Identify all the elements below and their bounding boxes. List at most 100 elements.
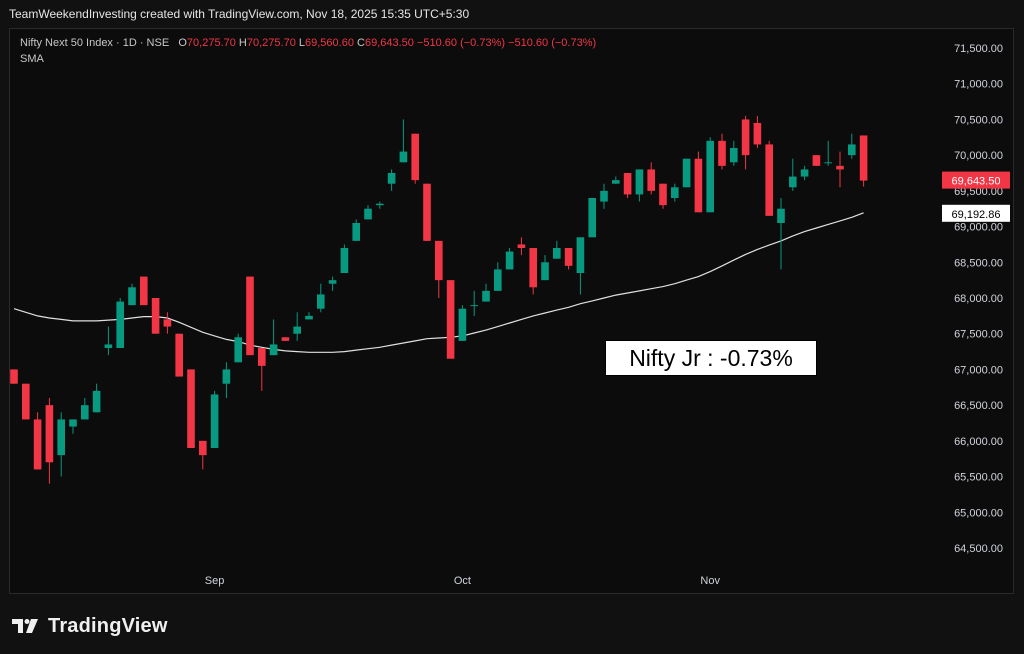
candle-body[interactable] [45,405,54,463]
y-tick-label: 69,500.00 [954,186,1003,198]
candle-body[interactable] [187,369,195,448]
y-tick-label: 66,000.00 [954,436,1003,448]
candle-body[interactable] [635,169,644,195]
tradingview-logo-icon [12,619,38,633]
chart-frame[interactable] [9,28,1014,594]
candle-body[interactable] [281,337,290,341]
candle-body[interactable] [718,140,726,166]
candle-body[interactable] [258,348,266,366]
candle-body[interactable] [234,337,242,363]
candle-body[interactable] [694,158,703,213]
candle-body[interactable] [293,326,301,334]
sma-price-label: 69,192.86 [952,209,1001,221]
low-label: L [298,37,305,49]
candle-body[interactable] [600,190,608,202]
candle-body[interactable] [623,173,632,195]
candle-body[interactable] [836,165,844,170]
candle-body[interactable] [376,203,384,206]
candle-body[interactable] [57,419,65,456]
y-tick-label: 68,000.00 [954,293,1003,305]
candle-body[interactable] [328,280,337,284]
candle-body[interactable] [612,180,620,184]
candle-body[interactable] [812,155,821,166]
y-tick-label: 69,000.00 [954,222,1003,234]
candle-body[interactable] [541,262,549,281]
y-tick-label: 66,500.00 [954,400,1003,412]
x-tick-label: Nov [700,575,720,587]
y-tick-label: 70,500.00 [954,114,1003,126]
candle-body[interactable] [706,140,714,213]
candle-body[interactable] [151,298,160,334]
candle-body[interactable] [824,162,832,164]
candle-body[interactable] [470,305,478,307]
candle-body[interactable] [364,208,372,220]
candle-body[interactable] [671,187,679,198]
candle-body[interactable] [423,183,431,241]
candle-body[interactable] [352,223,360,241]
candle-body[interactable] [753,123,762,145]
candle-body[interactable] [269,344,278,356]
candle-body[interactable] [399,151,408,163]
open-label: O [178,37,187,49]
low-value: 69,560.60 [305,37,354,49]
candle-body[interactable] [317,294,325,309]
sma-legend[interactable]: SMA [20,53,44,65]
candle-body[interactable] [730,148,738,163]
candle-body[interactable] [305,315,313,320]
y-tick-label: 67,500.00 [954,329,1003,341]
candle-body[interactable] [859,135,868,181]
annotation-box: Nifty Jr : -0.73% [605,340,817,376]
candle-body[interactable] [163,319,172,327]
candle-body[interactable] [22,383,30,420]
candle-body[interactable] [33,419,42,470]
candle-body[interactable] [647,169,655,191]
candle-body[interactable] [69,419,77,427]
candle-body[interactable] [482,290,490,302]
candle-body[interactable] [659,183,667,206]
y-tick-label: 71,500.00 [954,43,1003,55]
candle-body[interactable] [92,390,101,413]
brand-name: TradingView [48,614,168,637]
symbol-label[interactable]: Nifty Next 50 Index · 1D · NSE [20,37,170,49]
candle-body[interactable] [789,176,797,188]
candle-body[interactable] [741,119,750,156]
change-value: −510.60 (−0.73%) [416,37,506,49]
y-tick-label: 65,000.00 [954,507,1003,519]
candle-body[interactable] [765,144,773,216]
candle-body[interactable] [494,269,502,291]
candle-body[interactable] [104,344,113,348]
candle-body[interactable] [505,251,514,270]
candle-body[interactable] [800,169,809,177]
candle-body[interactable] [529,248,537,288]
y-tick-label: 71,000.00 [954,79,1003,91]
candle-body[interactable] [140,276,148,306]
candle-body[interactable] [588,198,596,238]
candle-body[interactable] [222,369,231,384]
candle-body[interactable] [340,248,349,273]
candle-body[interactable] [10,369,18,384]
candle-body[interactable] [175,333,183,377]
candle-body[interactable] [128,287,136,306]
candle-body[interactable] [199,440,207,456]
candle-body[interactable] [246,276,254,356]
open-value: 70,275.70 [186,37,236,49]
candle-body[interactable] [517,244,526,248]
candle-body[interactable] [682,158,691,188]
candle-body[interactable] [553,248,561,259]
candle-body[interactable] [116,301,124,348]
candle-body[interactable] [458,308,467,341]
candle-body[interactable] [210,394,219,448]
candle-body[interactable] [435,240,443,281]
high-label: H [238,37,247,49]
credit-text: TeamWeekendInvesting created with Tradin… [9,7,470,21]
candle-body[interactable] [411,133,419,181]
candle-body[interactable] [387,173,396,184]
close-value: 69,643.50 [364,37,414,49]
candle-body[interactable] [81,405,89,420]
candle-body[interactable] [576,237,585,273]
candle-body[interactable] [564,248,573,266]
candle-body[interactable] [777,208,785,223]
candle-body[interactable] [848,144,856,156]
candle-body[interactable] [446,280,455,359]
